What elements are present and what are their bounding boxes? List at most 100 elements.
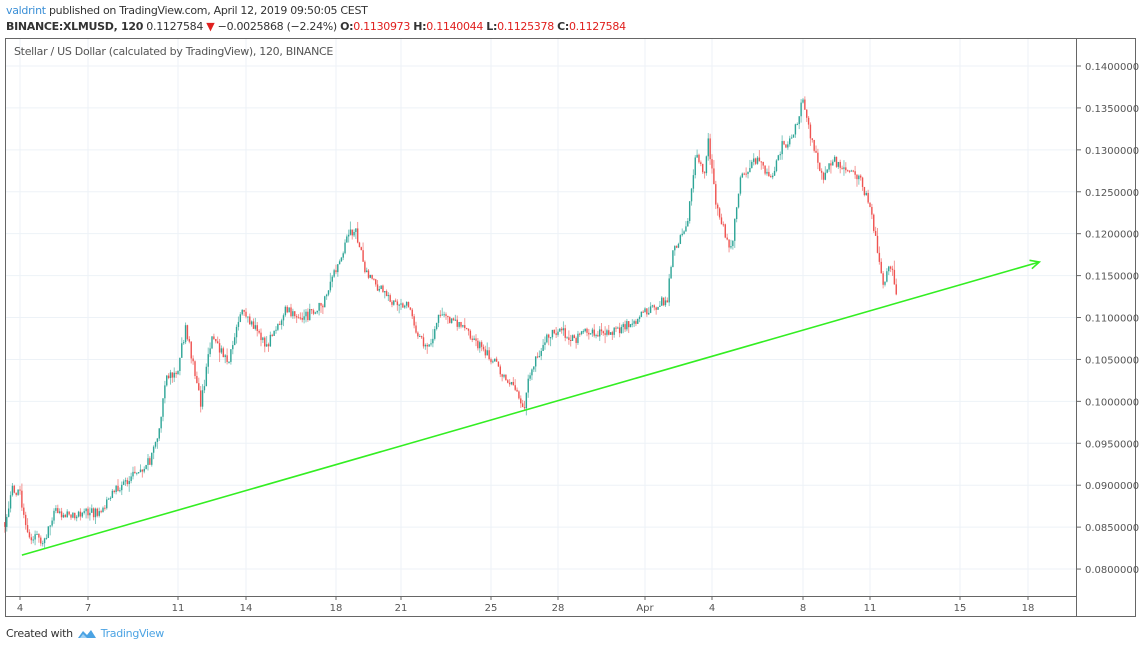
candle-up — [228, 361, 230, 363]
candle-up — [777, 155, 780, 161]
candle-down — [523, 407, 526, 409]
candle-down — [839, 161, 841, 168]
price-axis[interactable]: 0.1400000 0.1350000 0.1300000 0.1250000 0.12… — [1076, 62, 1139, 576]
price-tick-label: 0.0800000 — [1085, 565, 1139, 576]
candle-down — [745, 173, 747, 175]
candle-up — [540, 350, 542, 356]
chart-frame — [5, 38, 1136, 617]
publish-info: valdrint published on TradingView.com, A… — [6, 4, 368, 17]
price-tick-label: 0.1050000 — [1085, 355, 1139, 366]
candle-up — [441, 314, 443, 316]
candle-down — [411, 309, 413, 317]
candle-down — [252, 321, 255, 329]
candle-down — [579, 333, 581, 335]
candle-down — [611, 332, 614, 335]
author-link[interactable]: valdrint — [6, 4, 46, 17]
candle-down — [198, 383, 200, 391]
candle-down — [508, 382, 511, 385]
candle-up — [384, 291, 386, 293]
price-tick-label: 0.1300000 — [1085, 146, 1139, 157]
candle-up — [430, 343, 432, 345]
candle-up — [331, 276, 333, 282]
candle-down — [768, 171, 770, 177]
candle-up — [557, 331, 559, 335]
candle-down — [258, 330, 260, 333]
time-axis[interactable]: 4 7 11 14 18 21 25 28 Apr 4 8 11 15 18 — [17, 596, 1035, 614]
candle-up — [130, 476, 132, 482]
candle-up — [107, 498, 110, 500]
candle-up — [694, 157, 696, 176]
candle-down — [351, 229, 353, 236]
candle-up — [109, 497, 112, 499]
candle-up — [201, 390, 204, 407]
trendline-segment — [21, 261, 1040, 556]
candle-up — [428, 344, 430, 347]
price-tick-label: 0.0850000 — [1085, 523, 1139, 534]
tradingview-link[interactable]: TradingView — [100, 627, 164, 640]
candle-up — [338, 261, 341, 265]
candle-up — [89, 512, 91, 516]
candle-up — [162, 398, 164, 417]
candle-down — [573, 335, 576, 339]
candle-down — [770, 176, 772, 178]
candle-down — [758, 157, 761, 162]
candle-down — [471, 338, 473, 340]
candle-down — [260, 332, 262, 341]
candle-down — [92, 508, 95, 518]
candle-down — [439, 314, 442, 316]
candle-up — [102, 507, 104, 513]
candle-up — [303, 316, 305, 320]
candle-up — [542, 344, 544, 351]
candle-up — [582, 331, 585, 333]
candle-down — [449, 317, 451, 323]
candle-up — [224, 355, 226, 358]
candle-up — [683, 231, 685, 234]
candle-up — [559, 328, 561, 332]
candle-down — [701, 163, 704, 173]
candle-up — [262, 337, 264, 341]
candle-up — [250, 321, 253, 325]
candle-down — [482, 346, 485, 350]
candle-down — [484, 349, 487, 356]
candle-up — [378, 289, 381, 291]
candle-up — [314, 312, 317, 314]
candle-down — [553, 329, 555, 334]
candle-down — [819, 162, 821, 171]
candles — [4, 96, 897, 548]
candle-down — [367, 270, 370, 278]
candle-down — [555, 333, 557, 335]
candle-down — [360, 247, 362, 251]
candle-up — [598, 329, 601, 337]
candle-down — [713, 168, 715, 185]
candle-down — [294, 311, 296, 317]
candle-down — [409, 307, 412, 310]
candle-down — [618, 327, 621, 334]
candle-down — [100, 511, 102, 513]
close-value: 0.1127584 — [568, 20, 626, 33]
candle-up — [837, 161, 840, 167]
candle-up — [796, 124, 799, 126]
candle-up — [437, 314, 440, 323]
last-price: 0.1127584 — [146, 20, 204, 33]
candle-up — [355, 228, 357, 233]
candle-up — [169, 372, 172, 379]
candle-up — [458, 321, 460, 327]
symbol-label: BINANCE:XLMUSD, 120 — [6, 20, 144, 33]
candle-down — [299, 317, 302, 319]
candle-up — [688, 201, 691, 221]
candle-up — [732, 240, 734, 247]
candle-up — [443, 314, 445, 316]
candle-down — [873, 214, 875, 231]
candle-up — [254, 325, 257, 329]
candle-up — [277, 323, 279, 330]
candle-up — [98, 511, 100, 516]
candle-down — [452, 318, 455, 321]
low-label: L: — [486, 20, 498, 33]
candle-up — [9, 495, 12, 509]
candle-up — [664, 300, 667, 306]
trendline[interactable] — [21, 259, 1042, 556]
price-tick-label: 0.1200000 — [1085, 230, 1139, 241]
candle-up — [649, 306, 652, 313]
time-tick-label: 11 — [864, 603, 877, 614]
